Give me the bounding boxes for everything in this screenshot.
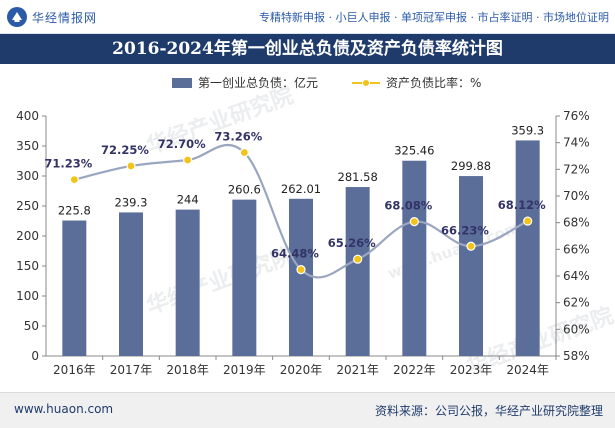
bar (289, 198, 313, 356)
ratio-point (523, 216, 533, 226)
watermark-layer: 华经产业研究院华经产业研究院华经产业研究院www.huaon.com (143, 83, 615, 380)
bar (232, 199, 257, 356)
ratio-point (126, 161, 136, 171)
bar (515, 140, 540, 356)
y-left-tick-label: 100 (16, 289, 39, 303)
ratio-data-label: 73.26% (214, 130, 262, 144)
chart: 华经产业研究院华经产业研究院华经产业研究院www.huaon.com 第一创业总… (16, 75, 615, 380)
x-tick-label: 2024年 (506, 363, 549, 377)
legend: 第一创业总负债：亿元 资产负债比率：% (172, 75, 481, 90)
services-links[interactable]: 专精特新申报 · 小巨人申报 · 单项冠军申报 · 市占率证明 · 市场地位证明 (259, 11, 609, 24)
bar (62, 220, 87, 356)
ratio-data-label: 68.08% (384, 199, 432, 213)
y-right-tick-label: 76% (563, 109, 590, 123)
logo-icon (7, 7, 27, 27)
y-right-tick-label: 66% (563, 242, 590, 256)
ratio-point (296, 265, 306, 275)
bar (345, 187, 370, 356)
bar-data-label: 244 (177, 193, 199, 207)
logo[interactable]: 华经情报网 (6, 6, 97, 28)
footer-source: 资料来源：公司公报，华经产业研究院整理 (374, 404, 603, 418)
axes: 0 50 100 150 200 250 300 350 400 58% 60% 62% 64% 66% 6… (16, 109, 590, 377)
y-right-tick-label: 68% (563, 216, 590, 230)
y-left-tick-label: 400 (16, 109, 39, 123)
bar-data-label: 281.58 (338, 170, 378, 184)
y-right-tick-label: 72% (563, 162, 590, 176)
bar-data-label: 239.3 (115, 195, 148, 209)
y-left-tick-label: 300 (16, 169, 39, 183)
bar-data-label: 225.8 (58, 204, 91, 218)
y-right-tick-label: 62% (563, 296, 590, 310)
x-tick-label: 2018年 (166, 363, 209, 377)
ratio-point (69, 174, 79, 185)
y-left-tick-label: 50 (24, 319, 39, 333)
x-tick-label: 2016年 (53, 363, 96, 377)
line-series: 71.23% 72.25% 72.70% 73.26% 64.48% 65.26% 68.0… (44, 130, 546, 279)
legend-line-label: 资产负债比率：% (386, 75, 481, 90)
ratio-point (353, 254, 363, 264)
y-right-tick-label: 74% (563, 136, 590, 150)
legend-line-marker (362, 79, 370, 87)
bar (119, 212, 143, 356)
ratio-data-label: 64.48% (271, 247, 319, 261)
legend-bar-label: 第一创业总负债：亿元 (198, 75, 318, 90)
brand-name: 华经情报网 (32, 10, 98, 25)
footer: www.huaon.com 资料来源：公司公报，华经产业研究院整理 (0, 392, 615, 428)
chart-title: 2016-2024年第一创业总负债及资产负债率统计图 (0, 34, 615, 64)
ratio-data-label: 71.23% (44, 157, 92, 171)
ratio-data-label: 72.25% (101, 143, 149, 157)
ratio-point (239, 147, 249, 158)
bar-data-label: 325.46 (394, 144, 434, 158)
x-tick-label: 2021年 (336, 363, 379, 377)
x-tick-label: 2020年 (280, 363, 323, 377)
x-tick-label: 2019年 (223, 363, 266, 377)
y-left-tick-label: 200 (16, 229, 39, 243)
ratio-point (409, 217, 419, 227)
footer-url[interactable]: www.huaon.com (14, 402, 114, 416)
ratio-data-label: 65.26% (328, 236, 376, 250)
y-right-tick-label: 64% (563, 269, 590, 283)
bar-data-label: 299.88 (451, 159, 491, 173)
x-tick-label: 2017年 (110, 363, 153, 377)
y-left-tick-label: 150 (16, 259, 39, 273)
bar-data-label: 260.6 (228, 183, 261, 197)
bar-data-label: 359.3 (511, 123, 544, 137)
ratio-point (466, 241, 476, 251)
bar-data-label: 262.01 (281, 182, 321, 196)
x-tick-label: 2023年 (450, 363, 493, 377)
ratio-point (183, 155, 193, 165)
x-tick-label: 2022年 (393, 363, 436, 377)
y-left-tick-label: 0 (31, 349, 39, 363)
bar (402, 160, 427, 356)
bar (459, 176, 483, 356)
y-left-tick-label: 350 (16, 139, 39, 153)
ratio-data-label: 72.70% (158, 137, 206, 151)
y-left-tick-label: 250 (16, 199, 39, 213)
ratio-data-label: 66.23% (441, 223, 489, 237)
y-right-tick-label: 70% (563, 189, 590, 203)
legend-bar-swatch (172, 78, 192, 88)
top-bar: 华经情报网 专精特新申报 · 小巨人申报 · 单项冠军申报 · 市占率证明 · … (0, 0, 615, 34)
y-right-tick-label: 60% (563, 322, 590, 336)
bar (175, 209, 200, 356)
bar-series: 225.8 239.3 244 260.6 262.01 281.58 325.46 299.… (58, 123, 544, 356)
y-right-tick-label: 58% (563, 349, 590, 363)
ratio-data-label: 68.12% (498, 198, 546, 212)
